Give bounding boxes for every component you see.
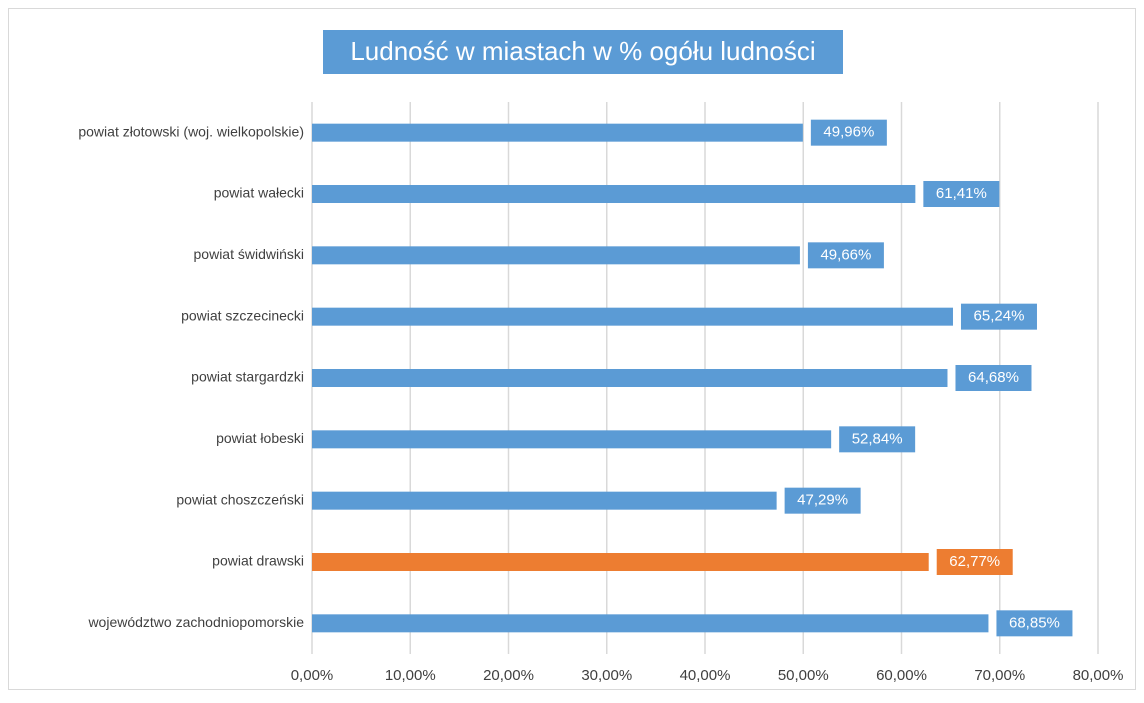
y-tick-label: województwo zachodniopomorskie: [87, 614, 304, 630]
value-label: 62,77%: [949, 553, 1000, 570]
bar: [312, 430, 832, 449]
bar: [312, 246, 800, 265]
y-tick-label: powiat choszczeński: [176, 491, 304, 507]
y-tick-label: powiat wałecki: [214, 185, 304, 201]
bar: [312, 369, 948, 387]
bar: [312, 491, 777, 510]
value-label: 65,24%: [974, 308, 1025, 325]
bar: [312, 123, 803, 142]
x-tick-label: 70,00%: [974, 667, 1025, 684]
bar: [312, 307, 953, 326]
value-label-box: [784, 487, 861, 514]
value-label-box: [807, 242, 884, 269]
x-tick-label: 80,00%: [1073, 667, 1124, 684]
bar: [312, 185, 916, 203]
value-label: 61,41%: [936, 185, 987, 202]
value-label-box: [839, 426, 916, 453]
x-tick-label: 20,00%: [483, 667, 534, 684]
x-tick-label: 0,00%: [291, 667, 334, 684]
value-label: 49,96%: [823, 124, 874, 141]
value-label: 68,85%: [1009, 614, 1060, 631]
y-tick-label: powiat łobeski: [216, 430, 304, 446]
y-tick-label: powiat stargardzki: [191, 369, 304, 385]
value-label-box: [955, 365, 1032, 391]
x-tick-label: 40,00%: [680, 667, 731, 684]
x-tick-label: 60,00%: [876, 667, 927, 684]
value-label-box: [936, 549, 1013, 575]
value-label: 52,84%: [852, 430, 903, 447]
bar: [312, 553, 929, 571]
value-label: 47,29%: [797, 492, 848, 509]
x-tick-label: 30,00%: [581, 667, 632, 684]
title-box: [323, 30, 843, 74]
value-label-box: [996, 610, 1073, 637]
chart-title: Ludność w miastach w % ogółu ludności: [350, 36, 815, 66]
y-tick-label: powiat szczecinecki: [181, 307, 304, 323]
y-tick-label: powiat drawski: [212, 553, 304, 569]
value-label: 64,68%: [968, 369, 1019, 386]
value-label-box: [960, 303, 1037, 330]
chart-border: [8, 8, 1136, 690]
x-tick-label: 50,00%: [778, 667, 829, 684]
value-label-box: [810, 119, 887, 146]
x-tick-label: 10,00%: [385, 667, 436, 684]
y-tick-label: powiat złotowski (woj. wielkopolskie): [78, 123, 304, 139]
y-tick-label: powiat świdwiński: [194, 246, 304, 262]
bar: [312, 614, 989, 633]
value-label: 49,66%: [820, 246, 871, 263]
value-label-box: [923, 181, 1000, 207]
